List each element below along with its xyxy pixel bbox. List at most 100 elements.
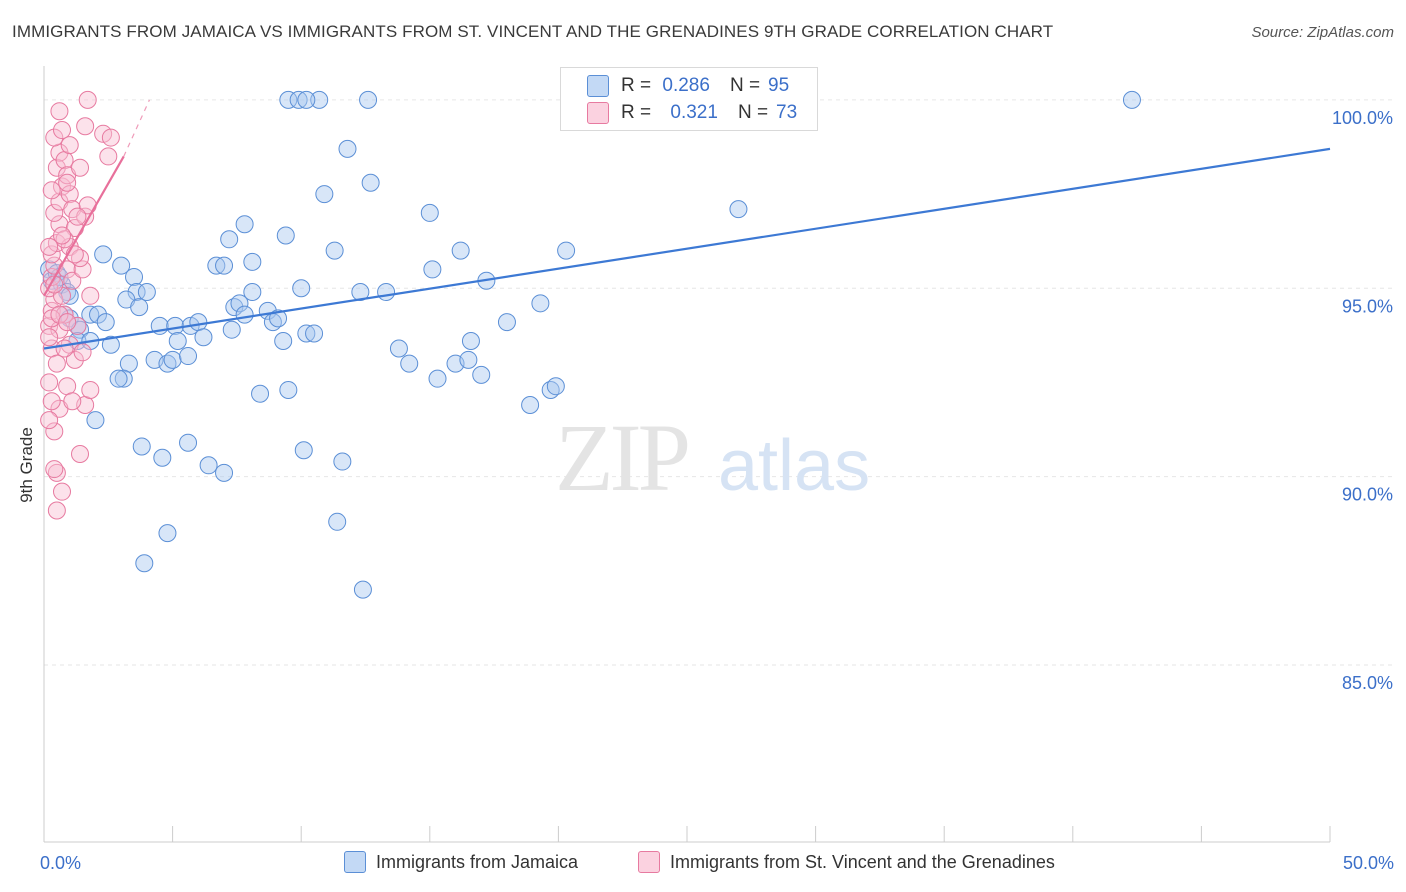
data-point — [47, 354, 66, 373]
data-point — [114, 369, 133, 388]
series-jamaica — [40, 90, 1141, 599]
data-point — [40, 237, 59, 256]
y-tick-label: 90.0% — [1342, 485, 1393, 505]
data-point — [279, 380, 298, 399]
data-point — [359, 90, 378, 109]
tick-labels: 100.0% 95.0% 90.0% 85.0% 0.0% 50.0% — [40, 108, 1394, 873]
data-point — [63, 271, 82, 290]
data-point — [243, 283, 262, 302]
data-point — [81, 380, 100, 399]
data-point — [289, 90, 308, 109]
data-point — [328, 512, 347, 531]
data-point — [101, 128, 120, 147]
data-point — [45, 422, 64, 441]
data-point — [63, 392, 82, 411]
legend-item-stvincent[interactable]: Immigrants from St. Vincent and the Gren… — [638, 851, 1055, 873]
data-point — [101, 335, 120, 354]
data-point — [112, 256, 131, 275]
legend-n-value: 95 — [768, 75, 790, 96]
data-point — [325, 241, 344, 260]
data-point — [73, 260, 92, 279]
data-point — [50, 102, 69, 121]
legend-label-stvincent: Immigrants from St. Vincent and the Gren… — [670, 851, 1055, 872]
data-point — [276, 226, 295, 245]
data-point — [135, 554, 154, 573]
data-point — [420, 203, 439, 222]
data-point — [235, 215, 254, 234]
data-point — [109, 369, 128, 388]
watermark: ZIP atlas — [555, 404, 870, 511]
legend-r-value: 0.286 — [662, 75, 710, 96]
data-point — [531, 294, 550, 313]
legend-item-jamaica[interactable]: Immigrants from Jamaica — [344, 851, 578, 873]
data-point — [76, 117, 95, 136]
x-tick-label: 50.0% — [1343, 853, 1394, 873]
data-point — [45, 460, 64, 479]
data-point — [40, 411, 59, 430]
data-point — [71, 158, 90, 177]
data-point — [132, 437, 151, 456]
data-point — [125, 267, 144, 286]
data-point — [168, 331, 187, 350]
data-point — [47, 158, 66, 177]
data-point — [215, 256, 234, 275]
legend-n-value: 73 — [776, 102, 798, 123]
data-point — [96, 313, 115, 332]
data-point — [557, 241, 576, 260]
data-point — [294, 441, 313, 460]
data-point — [497, 313, 516, 332]
data-point — [179, 433, 198, 452]
data-point — [310, 90, 329, 109]
data-point — [215, 463, 234, 482]
data-point — [68, 316, 87, 335]
data-point — [274, 331, 293, 350]
data-point — [60, 185, 79, 204]
legend-r-label: R = — [621, 75, 652, 96]
data-point — [428, 369, 447, 388]
data-point — [53, 482, 72, 501]
data-point — [230, 294, 249, 313]
data-point — [243, 252, 262, 271]
data-point — [459, 350, 478, 369]
data-point — [377, 283, 396, 302]
data-point — [546, 377, 565, 396]
series-stvincent — [40, 90, 120, 520]
data-points — [40, 90, 1141, 599]
data-point — [333, 452, 352, 471]
data-point — [199, 456, 218, 475]
data-point — [400, 354, 419, 373]
y-axis-label: 9th Grade — [17, 427, 36, 503]
data-point — [389, 339, 408, 358]
data-point — [297, 90, 316, 109]
legend-swatch-jamaica — [344, 851, 366, 873]
trend-lines — [43, 99, 1331, 350]
source-label: Source: ZipAtlas.com — [1251, 24, 1394, 41]
data-point — [220, 230, 239, 249]
data-point — [78, 90, 97, 109]
data-point — [729, 200, 748, 219]
data-point — [338, 139, 357, 158]
data-point — [68, 207, 87, 226]
data-point — [47, 501, 66, 520]
legend-swatch-stvincent — [587, 102, 609, 124]
trend-line — [43, 147, 1331, 350]
data-point — [45, 128, 64, 147]
x-tick-label: 0.0% — [40, 853, 81, 873]
data-point — [81, 286, 100, 305]
legend-r-value: 0.321 — [670, 102, 718, 123]
data-point — [472, 365, 491, 384]
data-point — [99, 147, 118, 166]
legend-label-jamaica: Immigrants from Jamaica — [376, 851, 579, 872]
data-point — [55, 151, 74, 170]
data-point — [269, 309, 288, 328]
data-point — [130, 298, 149, 317]
data-point — [305, 324, 324, 343]
y-tick-label: 100.0% — [1332, 108, 1393, 128]
trend-line — [43, 155, 125, 297]
data-point — [71, 445, 90, 463]
data-point — [235, 305, 254, 324]
data-point — [423, 260, 442, 279]
data-point — [461, 331, 480, 350]
watermark-zip: ZIP — [555, 404, 688, 511]
data-point — [292, 279, 311, 298]
